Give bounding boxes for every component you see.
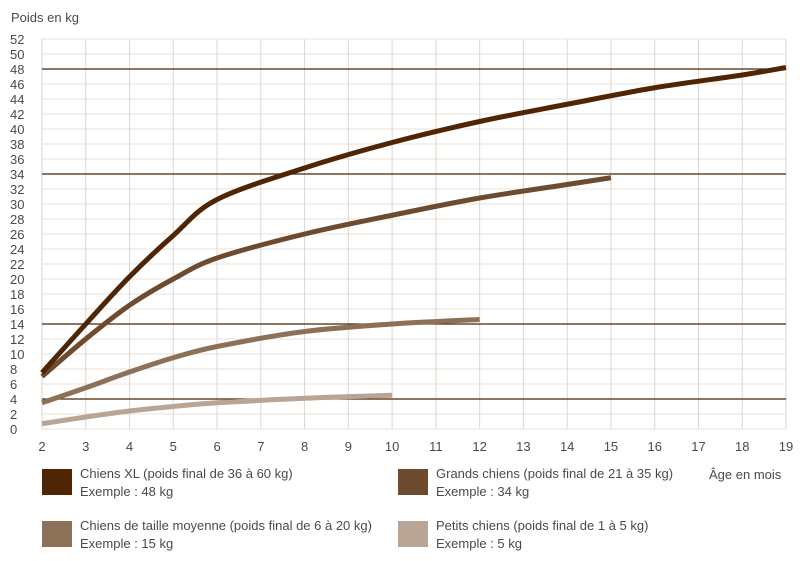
y-tick-label: 36 — [10, 152, 24, 167]
y-tick-label: 46 — [10, 77, 24, 92]
y-tick-label: 52 — [10, 32, 24, 47]
x-tick-label: 18 — [735, 439, 749, 454]
y-tick-label: 12 — [10, 332, 24, 347]
y-tick-label: 4 — [10, 392, 17, 407]
y-tick-label: 2 — [10, 407, 17, 422]
x-axis-label: Âge en mois — [709, 467, 782, 482]
legend-label: Chiens de taille moyenne (poids final de… — [80, 518, 372, 533]
legend-item-large: Grands chiens (poids final de 21 à 35 kg… — [398, 465, 673, 501]
legend-item-medium: Chiens de taille moyenne (poids final de… — [42, 517, 372, 553]
legend-item-small: Petits chiens (poids final de 1 à 5 kg) E… — [398, 517, 648, 553]
x-tick-label: 13 — [516, 439, 530, 454]
series-line — [40, 175, 612, 379]
y-tick-label: 24 — [10, 242, 24, 257]
series-line — [41, 317, 480, 406]
y-tick-label: 14 — [10, 317, 24, 332]
legend-label: Grands chiens (poids final de 21 à 35 kg… — [436, 466, 674, 481]
legend-item-xl: Chiens XL (poids final de 36 à 60 kg) Exe… — [42, 465, 293, 501]
y-tick-label: 8 — [10, 362, 17, 377]
y-tick-label: 22 — [10, 257, 24, 272]
x-tick-label: 19 — [779, 439, 793, 454]
x-tick-label: 6 — [213, 439, 220, 454]
x-tick-label: 16 — [647, 439, 661, 454]
y-tick-label: 18 — [10, 287, 24, 302]
legend-example: Exemple : 15 kg — [80, 536, 174, 551]
x-tick-label: 12 — [472, 439, 486, 454]
x-tick-label: 17 — [691, 439, 705, 454]
x-tick-label: 15 — [604, 439, 618, 454]
y-tick-label: 30 — [10, 197, 24, 212]
y-tick-label: 32 — [10, 182, 24, 197]
x-tick-label: 2 — [38, 439, 45, 454]
y-tick-label: 48 — [10, 62, 24, 77]
y-tick-label: 10 — [10, 347, 24, 362]
legend-swatch — [42, 469, 72, 495]
y-tick-label: 16 — [10, 302, 24, 317]
x-tick-label: 3 — [82, 439, 89, 454]
y-tick-label: 44 — [10, 92, 24, 107]
x-tick-label: 8 — [301, 439, 308, 454]
legend-label: Chiens XL (poids final de 36 à 60 kg) — [80, 466, 293, 481]
legend-swatch — [398, 521, 428, 547]
legend-example: Exemple : 5 kg — [436, 536, 522, 551]
x-tick-label: 5 — [170, 439, 177, 454]
legend-example: Exemple : 34 kg — [436, 484, 530, 499]
y-tick-label: 50 — [10, 47, 24, 62]
x-tick-label: 14 — [560, 439, 574, 454]
y-axis-label: Poids en kg — [11, 10, 79, 25]
x-tick-label: 10 — [385, 439, 399, 454]
y-tick-label: 40 — [10, 122, 24, 137]
y-tick-label: 28 — [10, 212, 24, 227]
y-tick-label: 26 — [10, 227, 24, 242]
x-tick-label: 4 — [126, 439, 133, 454]
x-tick-label: 9 — [345, 439, 352, 454]
y-tick-label: 6 — [10, 377, 17, 392]
series-line — [40, 65, 787, 375]
x-tick-label: 7 — [257, 439, 264, 454]
series-line — [41, 392, 393, 427]
y-tick-label: 0 — [10, 422, 17, 437]
y-tick-label: 42 — [10, 107, 24, 122]
legend-label: Petits chiens (poids final de 1 à 5 kg) — [436, 518, 649, 533]
y-tick-label: 20 — [10, 272, 24, 287]
x-tick-label: 11 — [429, 439, 443, 454]
legend-example: Exemple : 48 kg — [80, 484, 174, 499]
y-tick-label: 38 — [10, 137, 24, 152]
legend-swatch — [42, 521, 72, 547]
legend-swatch — [398, 469, 428, 495]
y-tick-label: 34 — [10, 167, 24, 182]
